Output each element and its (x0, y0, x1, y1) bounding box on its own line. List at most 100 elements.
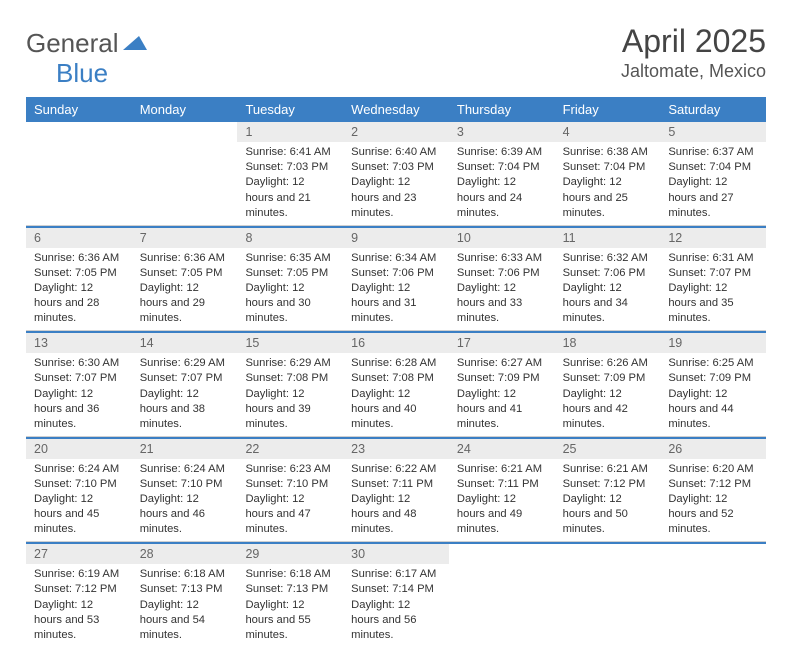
daylight-line: Daylight: 12 hours and 41 minutes. (457, 387, 547, 432)
day-cell: 21Sunrise: 6:24 AMSunset: 7:10 PMDayligh… (132, 439, 238, 542)
day-cell: 18Sunrise: 6:26 AMSunset: 7:09 PMDayligh… (555, 333, 661, 436)
daylight-line: Daylight: 12 hours and 34 minutes. (563, 281, 653, 326)
sunset-line: Sunset: 7:08 PM (351, 371, 441, 386)
day-cell: 19Sunrise: 6:25 AMSunset: 7:09 PMDayligh… (660, 333, 766, 436)
day-body: Sunrise: 6:21 AMSunset: 7:12 PMDaylight:… (555, 459, 661, 538)
day-body: Sunrise: 6:20 AMSunset: 7:12 PMDaylight:… (660, 459, 766, 538)
sunset-line: Sunset: 7:14 PM (351, 582, 441, 597)
day-number: 30 (343, 544, 449, 564)
day-cell (449, 544, 555, 647)
day-number: 25 (555, 439, 661, 459)
daylight-line: Daylight: 12 hours and 47 minutes. (245, 492, 335, 537)
daylight-line: Daylight: 12 hours and 44 minutes. (668, 387, 758, 432)
day-number: 26 (660, 439, 766, 459)
sunset-line: Sunset: 7:04 PM (457, 160, 547, 175)
sunrise-line: Sunrise: 6:19 AM (34, 567, 124, 582)
daylight-line: Daylight: 12 hours and 53 minutes. (34, 598, 124, 643)
day-body: Sunrise: 6:34 AMSunset: 7:06 PMDaylight:… (343, 248, 449, 327)
day-cell: 20Sunrise: 6:24 AMSunset: 7:10 PMDayligh… (26, 439, 132, 542)
daylight-line: Daylight: 12 hours and 28 minutes. (34, 281, 124, 326)
day-cell: 16Sunrise: 6:28 AMSunset: 7:08 PMDayligh… (343, 333, 449, 436)
day-number: 17 (449, 333, 555, 353)
daylight-line: Daylight: 12 hours and 45 minutes. (34, 492, 124, 537)
day-cell: 23Sunrise: 6:22 AMSunset: 7:11 PMDayligh… (343, 439, 449, 542)
daylight-line: Daylight: 12 hours and 24 minutes. (457, 175, 547, 220)
day-body: Sunrise: 6:32 AMSunset: 7:06 PMDaylight:… (555, 248, 661, 327)
day-number: 15 (237, 333, 343, 353)
sunset-line: Sunset: 7:06 PM (563, 266, 653, 281)
day-body: Sunrise: 6:29 AMSunset: 7:07 PMDaylight:… (132, 353, 238, 432)
weeks-container: 1Sunrise: 6:41 AMSunset: 7:03 PMDaylight… (26, 122, 766, 647)
day-number: 19 (660, 333, 766, 353)
sunset-line: Sunset: 7:12 PM (668, 477, 758, 492)
sunset-line: Sunset: 7:11 PM (351, 477, 441, 492)
sunrise-line: Sunrise: 6:17 AM (351, 567, 441, 582)
daylight-line: Daylight: 12 hours and 54 minutes. (140, 598, 230, 643)
day-number (660, 544, 766, 565)
daylight-line: Daylight: 12 hours and 55 minutes. (245, 598, 335, 643)
sunrise-line: Sunrise: 6:25 AM (668, 356, 758, 371)
sunset-line: Sunset: 7:05 PM (140, 266, 230, 281)
day-cell: 29Sunrise: 6:18 AMSunset: 7:13 PMDayligh… (237, 544, 343, 647)
day-cell: 25Sunrise: 6:21 AMSunset: 7:12 PMDayligh… (555, 439, 661, 542)
sunset-line: Sunset: 7:13 PM (140, 582, 230, 597)
day-body: Sunrise: 6:30 AMSunset: 7:07 PMDaylight:… (26, 353, 132, 432)
day-body: Sunrise: 6:41 AMSunset: 7:03 PMDaylight:… (237, 142, 343, 221)
sunrise-line: Sunrise: 6:32 AM (563, 251, 653, 266)
sunrise-line: Sunrise: 6:40 AM (351, 145, 441, 160)
daylight-line: Daylight: 12 hours and 25 minutes. (563, 175, 653, 220)
day-cell (555, 544, 661, 647)
day-body: Sunrise: 6:19 AMSunset: 7:12 PMDaylight:… (26, 564, 132, 643)
sunrise-line: Sunrise: 6:36 AM (140, 251, 230, 266)
day-cell: 28Sunrise: 6:18 AMSunset: 7:13 PMDayligh… (132, 544, 238, 647)
sunrise-line: Sunrise: 6:21 AM (563, 462, 653, 477)
daylight-line: Daylight: 12 hours and 30 minutes. (245, 281, 335, 326)
sunrise-line: Sunrise: 6:37 AM (668, 145, 758, 160)
day-number: 9 (343, 228, 449, 248)
brand-logo: General (26, 24, 149, 59)
day-body: Sunrise: 6:23 AMSunset: 7:10 PMDaylight:… (237, 459, 343, 538)
day-body: Sunrise: 6:21 AMSunset: 7:11 PMDaylight:… (449, 459, 555, 538)
day-cell (132, 122, 238, 225)
sunrise-line: Sunrise: 6:29 AM (140, 356, 230, 371)
day-cell: 3Sunrise: 6:39 AMSunset: 7:04 PMDaylight… (449, 122, 555, 225)
day-number: 11 (555, 228, 661, 248)
day-body: Sunrise: 6:36 AMSunset: 7:05 PMDaylight:… (132, 248, 238, 327)
sunrise-line: Sunrise: 6:28 AM (351, 356, 441, 371)
weekday-sunday: Sunday (26, 97, 132, 122)
day-cell: 15Sunrise: 6:29 AMSunset: 7:08 PMDayligh… (237, 333, 343, 436)
calendar: SundayMondayTuesdayWednesdayThursdayFrid… (26, 97, 766, 647)
day-body: Sunrise: 6:26 AMSunset: 7:09 PMDaylight:… (555, 353, 661, 432)
day-body: Sunrise: 6:28 AMSunset: 7:08 PMDaylight:… (343, 353, 449, 432)
sunset-line: Sunset: 7:10 PM (140, 477, 230, 492)
day-cell: 24Sunrise: 6:21 AMSunset: 7:11 PMDayligh… (449, 439, 555, 542)
sunset-line: Sunset: 7:13 PM (245, 582, 335, 597)
daylight-line: Daylight: 12 hours and 39 minutes. (245, 387, 335, 432)
daylight-line: Daylight: 12 hours and 31 minutes. (351, 281, 441, 326)
daylight-line: Daylight: 12 hours and 21 minutes. (245, 175, 335, 220)
week-row: 13Sunrise: 6:30 AMSunset: 7:07 PMDayligh… (26, 333, 766, 437)
sunset-line: Sunset: 7:12 PM (34, 582, 124, 597)
day-number: 20 (26, 439, 132, 459)
sunset-line: Sunset: 7:11 PM (457, 477, 547, 492)
sunrise-line: Sunrise: 6:27 AM (457, 356, 547, 371)
day-number: 23 (343, 439, 449, 459)
day-cell: 10Sunrise: 6:33 AMSunset: 7:06 PMDayligh… (449, 228, 555, 331)
sunrise-line: Sunrise: 6:21 AM (457, 462, 547, 477)
day-number: 4 (555, 122, 661, 142)
sunset-line: Sunset: 7:06 PM (457, 266, 547, 281)
brand-part1: General (26, 28, 119, 59)
day-body: Sunrise: 6:37 AMSunset: 7:04 PMDaylight:… (660, 142, 766, 221)
daylight-line: Daylight: 12 hours and 40 minutes. (351, 387, 441, 432)
sunrise-line: Sunrise: 6:35 AM (245, 251, 335, 266)
day-body: Sunrise: 6:36 AMSunset: 7:05 PMDaylight:… (26, 248, 132, 327)
week-row: 1Sunrise: 6:41 AMSunset: 7:03 PMDaylight… (26, 122, 766, 226)
day-cell: 22Sunrise: 6:23 AMSunset: 7:10 PMDayligh… (237, 439, 343, 542)
day-number: 28 (132, 544, 238, 564)
day-body: Sunrise: 6:27 AMSunset: 7:09 PMDaylight:… (449, 353, 555, 432)
daylight-line: Daylight: 12 hours and 42 minutes. (563, 387, 653, 432)
page: General April 2025 Jaltomate, Mexico Blu… (0, 0, 792, 671)
day-body: Sunrise: 6:31 AMSunset: 7:07 PMDaylight:… (660, 248, 766, 327)
location-text: Jaltomate, Mexico (621, 61, 766, 82)
day-number (449, 544, 555, 565)
